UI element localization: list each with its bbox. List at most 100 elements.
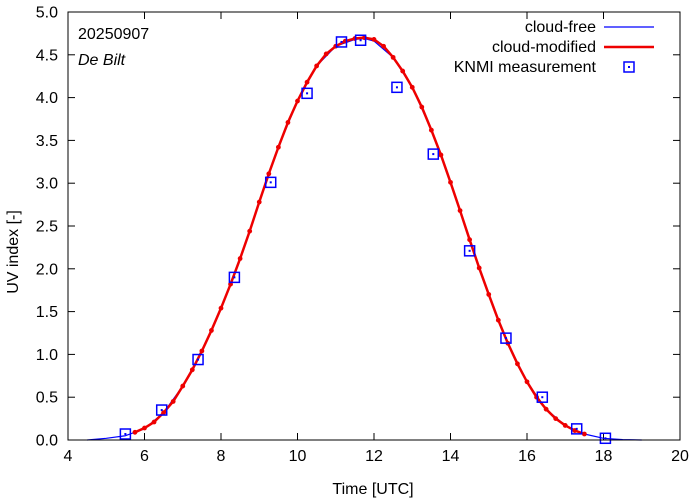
data-point-cloud-modified	[448, 179, 453, 185]
x-tick-label: 16	[518, 448, 536, 465]
x-tick-label: 6	[140, 448, 149, 465]
data-point-cloud-modified	[256, 199, 262, 205]
data-point-knmi-center	[359, 39, 362, 42]
data-point-knmi-center	[575, 427, 578, 430]
y-tick-label: 1.5	[36, 304, 58, 321]
data-point-cloud-modified	[438, 152, 444, 158]
data-point-cloud-modified	[390, 54, 396, 60]
data-point-knmi-measurement	[335, 36, 348, 48]
data-point-knmi-measurement	[264, 176, 277, 189]
data-point-cloud-modified	[428, 127, 434, 133]
data-point-knmi-center	[233, 276, 236, 279]
data-point-knmi-measurement	[570, 423, 583, 435]
data-point-cloud-modified	[237, 256, 243, 261]
data-point-knmi-center	[124, 433, 127, 436]
data-point-knmi-measurement	[463, 245, 476, 257]
data-point-knmi-center	[395, 86, 398, 89]
data-point-cloud-modified	[132, 429, 138, 435]
data-point-cloud-modified	[218, 305, 224, 311]
data-point-cloud-modified	[295, 98, 300, 104]
x-tick-labels: 4 6 8 10 12 14 16 18 20	[64, 448, 689, 465]
data-point-cloud-modified	[562, 423, 568, 428]
data-point-knmi-measurement	[301, 87, 313, 100]
x-tick-label: 14	[442, 448, 460, 465]
y-tick-label: 2.0	[36, 261, 58, 278]
x-tick-label: 4	[64, 448, 73, 465]
data-point-cloud-modified	[371, 36, 377, 42]
plot-series	[87, 34, 642, 445]
data-point-cloud-modified	[476, 265, 482, 271]
y-tick-label: 0.0	[36, 433, 58, 450]
y-tick-label: 1.0	[36, 347, 58, 364]
data-point-cloud-modified	[457, 208, 463, 213]
data-point-knmi-center	[468, 249, 471, 252]
y-tick-label: 0.5	[36, 390, 58, 407]
data-point-knmi-measurement	[599, 432, 612, 445]
y-axis-label: UV index [-]	[5, 210, 22, 294]
data-point-cloud-modified	[199, 348, 205, 354]
y-tick-label: 2.5	[36, 219, 58, 236]
data-point-cloud-modified	[524, 379, 530, 385]
data-point-knmi-center	[340, 40, 343, 43]
data-point-cloud-modified	[161, 410, 167, 416]
x-tick-label: 10	[289, 448, 307, 465]
data-point-cloud-modified	[285, 120, 291, 125]
data-point-knmi-measurement	[536, 391, 549, 403]
data-point-knmi-measurement	[391, 81, 403, 94]
x-tick-label: 8	[217, 448, 226, 465]
data-point-knmi-center	[541, 396, 544, 399]
data-point-knmi-measurement	[192, 353, 204, 366]
legend-swatch-knmi-measurement	[623, 61, 635, 73]
data-point-knmi-center	[306, 92, 309, 95]
data-point-knmi-measurement	[427, 148, 440, 160]
x-axis-label: Time [UTC]	[332, 481, 413, 498]
data-point-knmi-center	[197, 358, 200, 361]
data-point-cloud-modified	[543, 406, 549, 412]
data-point-cloud-modified	[151, 419, 157, 425]
date-label: 20250907	[78, 26, 149, 43]
legend-label-cloud-free: cloud-free	[525, 19, 596, 36]
y-tick-label: 4.5	[36, 47, 58, 64]
data-point-knmi-center	[604, 437, 607, 440]
data-point-cloud-modified	[553, 416, 559, 421]
legend-label-knmi-measurement: KNMI measurement	[454, 59, 597, 76]
y-tick-labels: 0.0 0.5 1.0 1.5 2.0 2.5 3.0 3.5 4.0 4.5 5.0	[36, 5, 58, 450]
data-point-knmi-center	[504, 337, 507, 340]
data-point-knmi-center	[432, 153, 435, 156]
data-point-cloud-modified	[189, 367, 195, 373]
location-label: De Bilt	[78, 52, 126, 69]
data-point-cloud-modified	[419, 104, 425, 110]
data-point-cloud-modified	[275, 144, 281, 150]
data-point-knmi-measurement	[500, 332, 512, 344]
series-line-cloud-modified	[134, 36, 585, 436]
data-point-knmi-measurement	[228, 271, 241, 284]
data-point-cloud-modified	[247, 228, 253, 234]
data-point-cloud-modified	[304, 79, 310, 85]
x-tick-label: 12	[365, 448, 383, 465]
data-point-knmi-measurement	[119, 428, 132, 440]
y-tick-label: 5.0	[36, 5, 58, 22]
data-point-cloud-modified	[381, 43, 386, 49]
data-point-cloud-modified	[266, 171, 272, 177]
data-point-cloud-modified	[581, 431, 587, 437]
data-point-knmi-measurement	[354, 34, 367, 46]
data-point-cloud-modified	[400, 68, 406, 74]
data-point-cloud-modified	[314, 63, 320, 69]
data-point-cloud-modified	[142, 425, 147, 431]
legend-swatch-knmi-dot	[628, 66, 630, 68]
x-tick-label: 18	[595, 448, 613, 465]
legend-label-cloud-modified: cloud-modified	[492, 39, 596, 56]
data-point-cloud-modified	[495, 317, 501, 323]
plot-frame	[67, 11, 681, 441]
y-tick-label: 3.5	[36, 133, 58, 150]
data-point-knmi-center	[269, 181, 272, 184]
data-point-knmi-measurement	[155, 404, 168, 416]
x-tick-label: 20	[671, 448, 689, 465]
data-point-cloud-modified	[467, 237, 473, 243]
data-point-cloud-modified	[515, 361, 520, 367]
data-point-knmi-center	[160, 409, 163, 412]
y-tick-label: 3.0	[36, 176, 58, 193]
y-tick-label: 4.0	[36, 90, 58, 107]
